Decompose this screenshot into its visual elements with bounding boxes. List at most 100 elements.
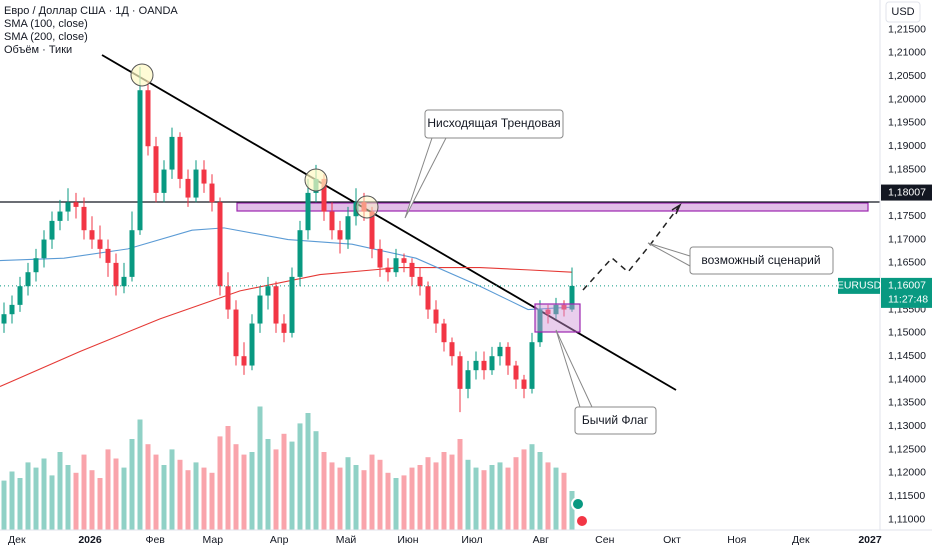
volume-bar bbox=[409, 467, 415, 530]
volume-bar bbox=[265, 439, 271, 530]
price-tag bbox=[881, 277, 932, 308]
flag-box bbox=[534, 303, 581, 333]
volume-bar bbox=[481, 470, 487, 530]
volume-bar bbox=[137, 419, 143, 530]
callout-box bbox=[574, 406, 657, 435]
trend-line bbox=[101, 54, 677, 391]
candle-body bbox=[97, 239, 103, 249]
candle-body bbox=[489, 356, 495, 371]
volume-bar bbox=[225, 426, 231, 530]
volume-bar bbox=[505, 467, 511, 530]
volume-bar bbox=[497, 462, 503, 530]
candle-body bbox=[209, 183, 215, 203]
y-tick-label: 1,19000 bbox=[888, 140, 926, 152]
candle-body bbox=[537, 309, 543, 343]
volume-bar bbox=[41, 458, 47, 530]
candle-body bbox=[545, 309, 551, 315]
volume-bar bbox=[305, 413, 311, 530]
y-tick-label: 1,17500 bbox=[888, 210, 926, 222]
candle-body bbox=[185, 178, 191, 198]
x-tick-label: 2027 bbox=[858, 534, 882, 546]
candle-body bbox=[169, 136, 175, 170]
volume-bar bbox=[1, 480, 7, 530]
volume-bar bbox=[433, 462, 439, 530]
candle-body bbox=[497, 346, 503, 357]
candle-body bbox=[505, 346, 511, 366]
x-tick-label: Ноя bbox=[727, 534, 746, 546]
y-tick-label: 1,16500 bbox=[888, 257, 926, 269]
candle-body bbox=[49, 220, 55, 240]
currency[interactable]: USD bbox=[891, 6, 914, 18]
title: Евро / Доллар США · 1Д · OANDA bbox=[4, 5, 178, 17]
candle-body bbox=[337, 230, 343, 240]
candle-body bbox=[17, 286, 23, 305]
callout-pointer bbox=[555, 329, 593, 408]
volume-bar bbox=[473, 467, 479, 530]
indicator-label: SMA (100, close) bbox=[4, 18, 88, 30]
y-tick-label: 1,17000 bbox=[888, 233, 926, 245]
resistance-zone bbox=[236, 202, 869, 212]
x-tick-label: Июл bbox=[461, 534, 482, 546]
volume-bar bbox=[145, 444, 151, 530]
volume-bar bbox=[153, 454, 159, 530]
volume-bar bbox=[233, 444, 239, 530]
volume-bar bbox=[105, 449, 111, 530]
candle-body bbox=[393, 258, 399, 273]
candle-body bbox=[417, 276, 423, 287]
volume-bar bbox=[65, 465, 71, 530]
volume-bar bbox=[249, 452, 255, 530]
level-tag bbox=[881, 184, 932, 201]
x-tick-label: Окт bbox=[663, 534, 681, 546]
candle-body bbox=[465, 370, 471, 389]
symbol-tag-text: EURUSD bbox=[837, 280, 882, 292]
volume-bar bbox=[241, 454, 247, 530]
volume-marker bbox=[575, 514, 589, 528]
candle-body bbox=[233, 309, 239, 357]
candle-body bbox=[57, 211, 63, 221]
x-tick-label: Фев bbox=[145, 534, 165, 546]
scenario-arrow bbox=[671, 203, 682, 215]
volume-bar bbox=[377, 459, 383, 530]
volume-bar bbox=[369, 454, 375, 530]
candle-body bbox=[369, 211, 375, 249]
volume-bar bbox=[25, 462, 31, 530]
candle-body bbox=[329, 211, 335, 231]
candle-body bbox=[561, 304, 567, 310]
volume-bar bbox=[537, 452, 543, 530]
candle-body bbox=[129, 230, 135, 277]
candle-body bbox=[377, 248, 383, 268]
candle-body bbox=[201, 169, 207, 184]
volume-bar bbox=[97, 478, 103, 530]
volume-bar bbox=[545, 462, 551, 530]
y-tick-label: 1,13000 bbox=[888, 420, 926, 432]
candle-body bbox=[193, 169, 199, 198]
candle-body bbox=[217, 202, 223, 287]
callout-box bbox=[689, 246, 834, 275]
volume-bar bbox=[313, 431, 319, 530]
volume-bar bbox=[553, 467, 559, 530]
volume-bar bbox=[401, 475, 407, 530]
touch-circle bbox=[355, 195, 379, 219]
callout-box bbox=[424, 109, 564, 139]
volume-bar bbox=[193, 462, 199, 530]
volume-bar bbox=[185, 470, 191, 530]
symbol-tag bbox=[838, 277, 880, 294]
callout-text: Бычий Флаг bbox=[582, 413, 649, 427]
volume-bar bbox=[521, 449, 527, 530]
currency-button[interactable] bbox=[885, 1, 921, 23]
x-tick-label: Апр bbox=[270, 534, 289, 546]
candle-body bbox=[273, 286, 279, 324]
touch-circle bbox=[130, 63, 154, 87]
volume-bar bbox=[17, 478, 23, 530]
y-tick-label: 1,19500 bbox=[888, 117, 926, 129]
volume-bar bbox=[329, 462, 335, 530]
price-tag-text: 1,16007 bbox=[888, 280, 926, 292]
candle-body bbox=[25, 272, 31, 287]
volume-bar bbox=[297, 423, 303, 530]
volume-bar bbox=[289, 441, 295, 530]
volume-bar bbox=[209, 472, 215, 530]
callout-text: Нисходящая Трендовая bbox=[427, 116, 560, 130]
candle-body bbox=[553, 304, 559, 315]
volume-bar bbox=[561, 472, 567, 530]
